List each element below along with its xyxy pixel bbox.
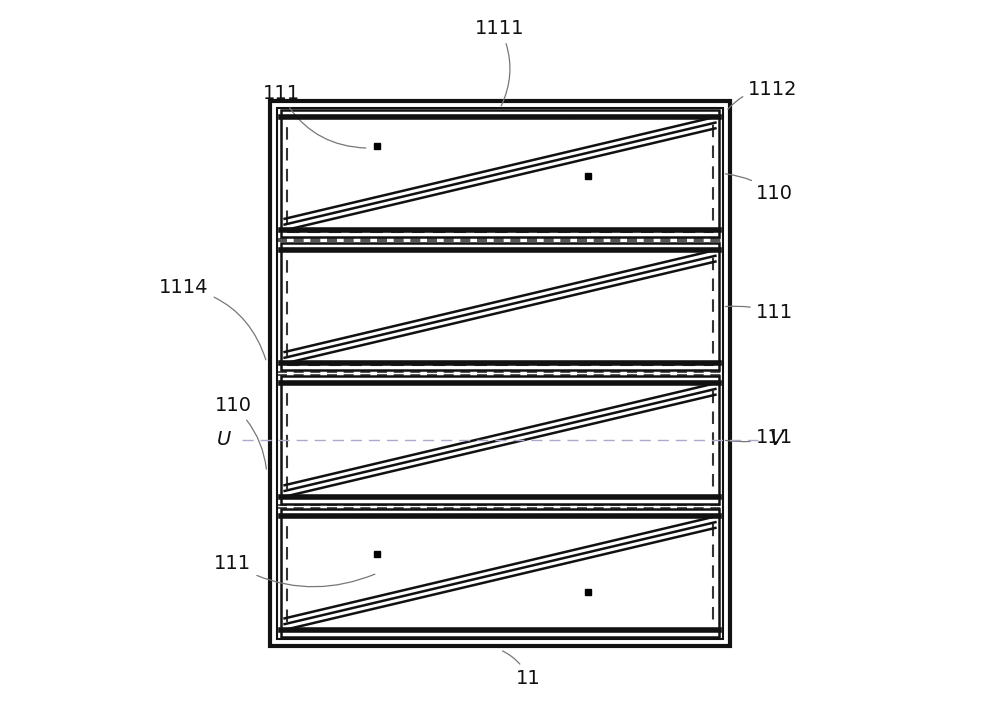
Text: 111: 111 (725, 303, 793, 322)
Text: 1112: 1112 (728, 80, 798, 109)
Text: 1114: 1114 (159, 278, 266, 360)
Text: 111: 111 (262, 84, 366, 148)
Bar (277, 108, 723, 639)
Text: 111: 111 (725, 429, 793, 447)
Text: 11: 11 (503, 651, 541, 688)
Bar (281, 510, 719, 637)
Bar (281, 110, 719, 237)
Text: 110: 110 (214, 396, 266, 469)
Text: 110: 110 (725, 174, 793, 203)
Text: 111: 111 (214, 554, 375, 587)
Bar (281, 376, 719, 504)
Bar (281, 243, 719, 370)
Bar (270, 101, 730, 646)
Text: 1111: 1111 (475, 19, 525, 106)
Text: V: V (769, 431, 783, 449)
Text: U: U (216, 431, 231, 449)
